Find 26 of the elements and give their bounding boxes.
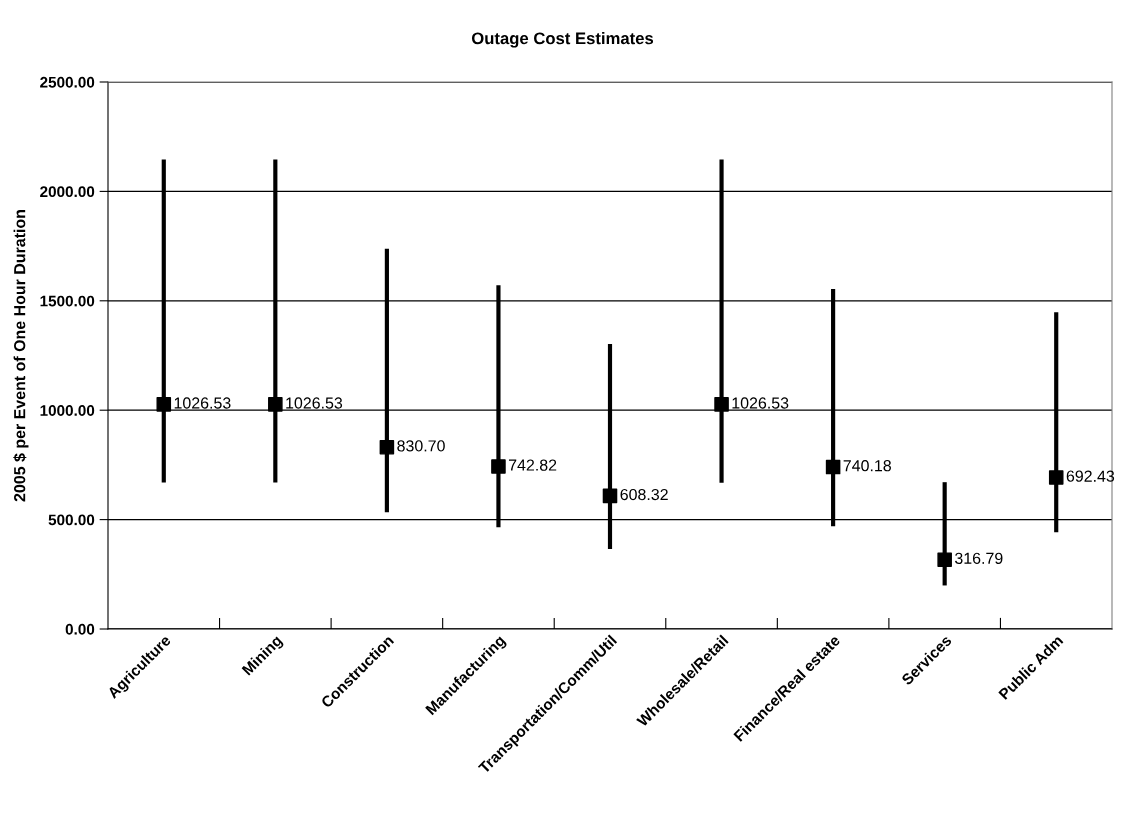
data-label: 742.82 [508,459,557,471]
y-tick-label: 1000.00 [40,405,95,416]
y-tick-label: 500.00 [48,514,95,526]
data-label: 608.32 [620,488,668,501]
data-label: 830.70 [397,440,445,452]
point [602,488,618,504]
point [268,397,283,412]
y-tick-label: 2000.00 [40,186,95,198]
y-tick-label: 1500.00 [40,295,95,307]
chart-title: Outage Cost Estimates [471,32,654,48]
point [1048,470,1064,485]
point [379,439,395,455]
point [937,552,952,567]
point [825,459,841,475]
point [491,459,506,474]
point [156,397,172,412]
data-label: 1026.53 [174,397,231,409]
data-label: 316.79 [955,552,1003,564]
y-axis-title: 2005 $ per Event of One Hour Duration [13,210,29,502]
point [714,397,729,412]
data-label: 1026.53 [286,397,343,409]
data-label: 1026.53 [732,397,789,409]
data-label: 740.18 [843,460,891,472]
y-tick-label: 2500.00 [40,76,95,88]
data-label: 692.43 [1066,470,1115,482]
y-tick-label: 0.00 [65,623,95,635]
